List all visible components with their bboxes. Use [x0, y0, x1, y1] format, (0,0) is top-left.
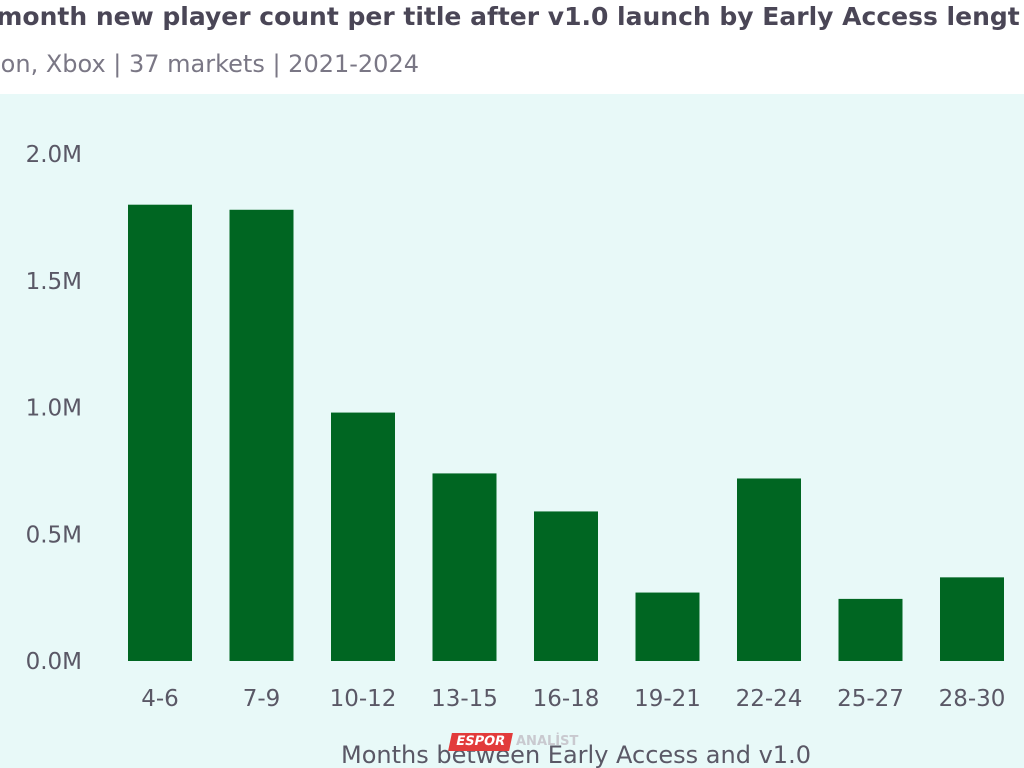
bar [635, 592, 700, 661]
watermark-left: ESPOR [448, 733, 513, 751]
x-tick-label: 16-18 [533, 686, 600, 712]
bar [229, 209, 294, 661]
chart-subtitle: ion, Xbox | 37 markets | 2021-2024 [0, 50, 419, 78]
bar [534, 511, 598, 661]
y-tick-label: 2.0M [26, 142, 82, 168]
x-tick-label: 7-9 [243, 686, 281, 712]
y-tick-label: 1.0M [26, 396, 82, 422]
x-axis-ticks: 4-6 7-9 10-12 13-15 16-18 19-21 22-24 25-27 28-3… [141, 686, 1005, 712]
bar [128, 204, 192, 661]
bar [940, 577, 1004, 661]
y-tick-label: 0.5M [26, 522, 82, 548]
x-tick-label: 13-15 [431, 686, 498, 712]
bar [737, 478, 801, 661]
x-tick-label: 4-6 [141, 686, 179, 712]
x-tick-label: 28-30 [939, 686, 1006, 712]
x-tick-label: 19-21 [634, 686, 701, 712]
bars [128, 204, 1004, 661]
watermark-right: ANALİST [516, 734, 579, 749]
x-tick-label: 10-12 [330, 686, 397, 712]
bar [838, 598, 903, 661]
bar [432, 473, 497, 661]
y-tick-label: 0.0M [26, 649, 82, 675]
x-tick-label: 25-27 [837, 686, 904, 712]
y-tick-label: 1.5M [26, 269, 82, 295]
bar [331, 412, 395, 661]
x-tick-label: 22-24 [736, 686, 803, 712]
y-axis-ticks: 0.0M 0.5M 1.0M 1.5M 2.0M [26, 142, 82, 675]
chart-title: -month new player count per title after … [0, 2, 1020, 31]
x-axis-label: Months between Early Access and v1.0 [341, 741, 811, 768]
